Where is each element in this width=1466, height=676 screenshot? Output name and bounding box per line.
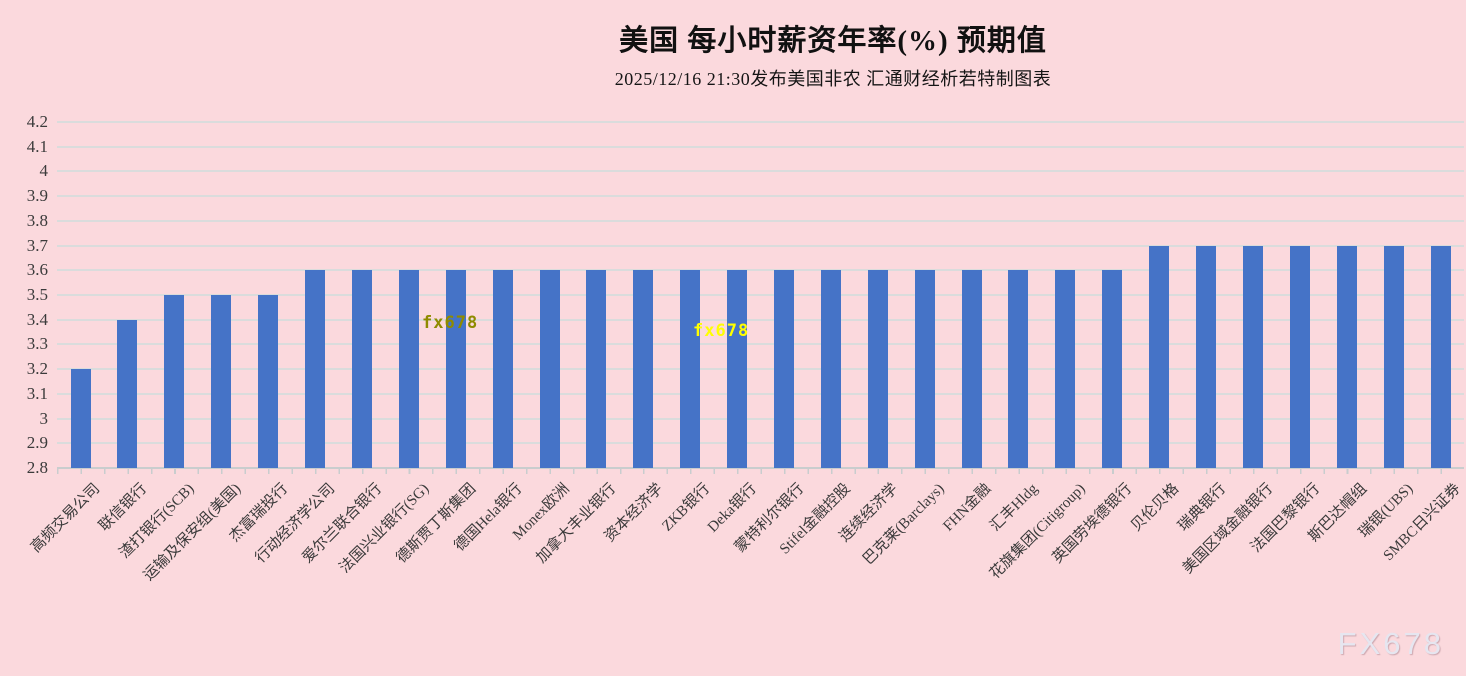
y-axis-tick-label: 3.7 (26, 235, 48, 255)
y-axis-tick-label: 3.6 (26, 260, 48, 280)
y-axis-tick-label: 3 (39, 408, 49, 428)
bar (727, 270, 747, 468)
bar (680, 270, 701, 468)
y-gridline (57, 244, 1464, 247)
x-axis-line (57, 467, 1464, 469)
bar (773, 270, 794, 468)
bar (164, 295, 185, 468)
bar (1008, 270, 1029, 468)
bar (1196, 245, 1216, 468)
y-axis-tick-label: 3.5 (26, 285, 48, 304)
bar (1149, 245, 1170, 468)
bar (633, 270, 654, 468)
bar (1336, 245, 1357, 468)
bar (539, 270, 560, 468)
y-gridline (57, 145, 1464, 148)
y-axis-tick-label: 2.8 (26, 458, 48, 477)
bar (914, 270, 935, 468)
y-gridline (57, 269, 1464, 272)
y-axis-tick-label: 3.8 (26, 210, 48, 230)
y-axis-tick-label: 3.3 (26, 334, 48, 354)
y-gridline (57, 219, 1464, 222)
y-axis-tick-label: 3.4 (26, 309, 48, 329)
x-axis-category-label: 贝伦贝格 (1128, 480, 1183, 535)
y-gridline (57, 294, 1464, 296)
y-gridline (57, 121, 1464, 123)
chart-header: 美国 每小时薪资年率(%) 预期值 2025/12/16 21:30发布美国非农… (0, 25, 1466, 91)
bar (1102, 270, 1123, 468)
y-axis-tick-label: 3.9 (26, 186, 48, 206)
bar (351, 270, 372, 468)
watermark-fx678-yellow: fx678 (693, 321, 750, 341)
bar (70, 369, 91, 468)
y-axis-tick-label: 4.2 (26, 112, 48, 131)
bar (445, 270, 466, 468)
bar (1289, 245, 1310, 468)
bar (820, 270, 841, 468)
bar (398, 270, 419, 468)
y-gridline (57, 170, 1464, 173)
y-axis-tick-label: 4 (39, 161, 49, 181)
bar (211, 295, 232, 468)
y-gridline (57, 343, 1464, 346)
y-gridline (57, 442, 1464, 445)
chart-subtitle: 2025/12/16 21:30发布美国非农 汇通财经析若特制图表 (614, 68, 1052, 89)
bar (492, 270, 513, 468)
watermark-fx678-olive: fx678 (422, 313, 479, 333)
y-axis-tick-label: 2.9 (26, 433, 48, 453)
chart-title: 美国 每小时薪资年率(%) 预期值 (619, 25, 1047, 57)
y-gridline (57, 195, 1464, 198)
y-axis-tick-label: 4.1 (26, 136, 48, 156)
y-gridline (57, 368, 1464, 371)
watermark-fx678-corner: FX678 (1337, 626, 1444, 661)
y-gridline (57, 417, 1464, 420)
bar (1430, 245, 1451, 468)
bar (867, 270, 888, 468)
y-gridline (57, 318, 1464, 321)
bar (586, 270, 607, 468)
x-axis-category-label: 高频交易公司 (28, 480, 104, 556)
x-axis-category-label: FHN金融 (940, 480, 995, 535)
y-axis-tick-label: 3.2 (26, 359, 48, 379)
x-axis-tick-marks (57, 469, 1464, 474)
bar (1055, 270, 1076, 468)
bar (117, 319, 138, 468)
bar (304, 270, 325, 468)
y-axis-tick-label: 3.1 (26, 383, 48, 403)
y-gridline (57, 392, 1464, 395)
bar (258, 295, 278, 468)
bar (961, 270, 982, 468)
bar (1383, 245, 1404, 468)
x-axis-category-label: ZKB银行 (659, 480, 714, 535)
bar (1243, 245, 1263, 468)
